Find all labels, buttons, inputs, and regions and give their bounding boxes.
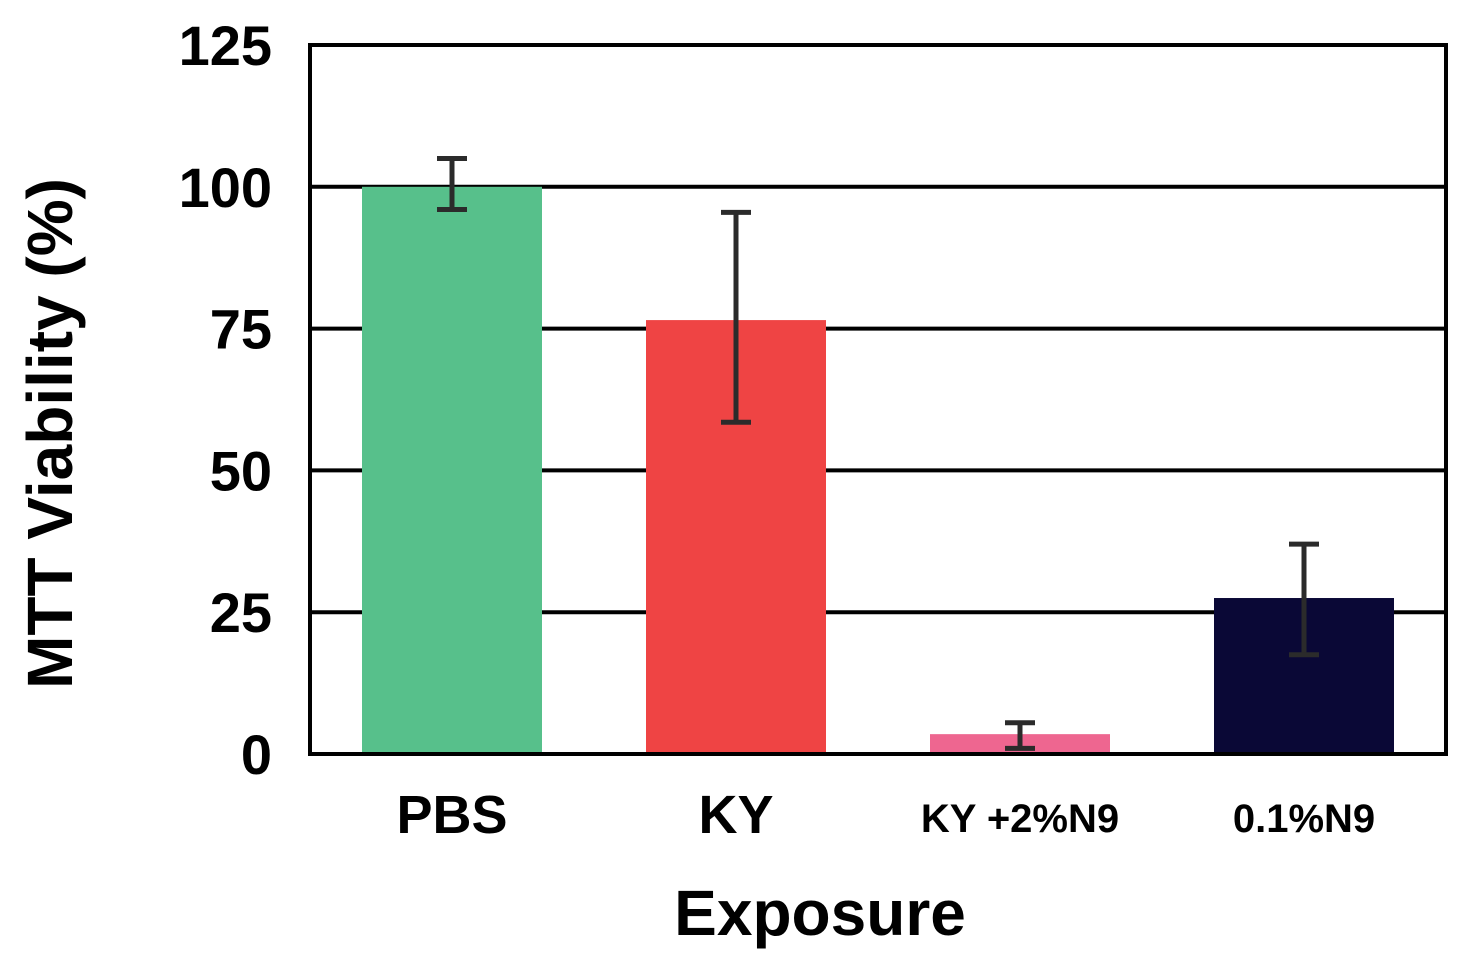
plot-frame: [308, 43, 1448, 756]
x-tick-label-0-1-n9: 0.1%N9: [1233, 797, 1375, 841]
y-tick-label-0: 0: [241, 723, 272, 786]
y-tick-label-75: 75: [210, 298, 272, 361]
error-bars: [437, 155, 1319, 751]
error-bar-ky: [721, 209, 751, 425]
y-axis-title: MTT Viability (%): [14, 178, 86, 689]
x-tick-label-ky-2-n9: KY +2%N9: [921, 797, 1119, 841]
y-tick-label-25: 25: [210, 581, 272, 644]
bar-pbs: [362, 186, 542, 755]
y-tick-label-50: 50: [210, 439, 272, 502]
y-tick-label-100: 100: [179, 156, 272, 219]
y-tick-label-125: 125: [179, 14, 272, 77]
error-bar-0-1-n9: [1289, 541, 1319, 658]
y-tick-labels: 0 25 50 75 100 125: [179, 14, 272, 786]
error-bar-ky-2-n9: [1005, 720, 1035, 751]
x-tick-label-pbs: PBS: [396, 785, 507, 845]
x-axis-title: Exposure: [674, 877, 966, 949]
x-tick-labels: PBS KY KY +2%N9 0.1%N9: [396, 785, 1375, 845]
bars: [362, 186, 1394, 755]
error-bar-pbs: [437, 155, 467, 212]
x-tick-label-ky: KY: [698, 785, 773, 845]
